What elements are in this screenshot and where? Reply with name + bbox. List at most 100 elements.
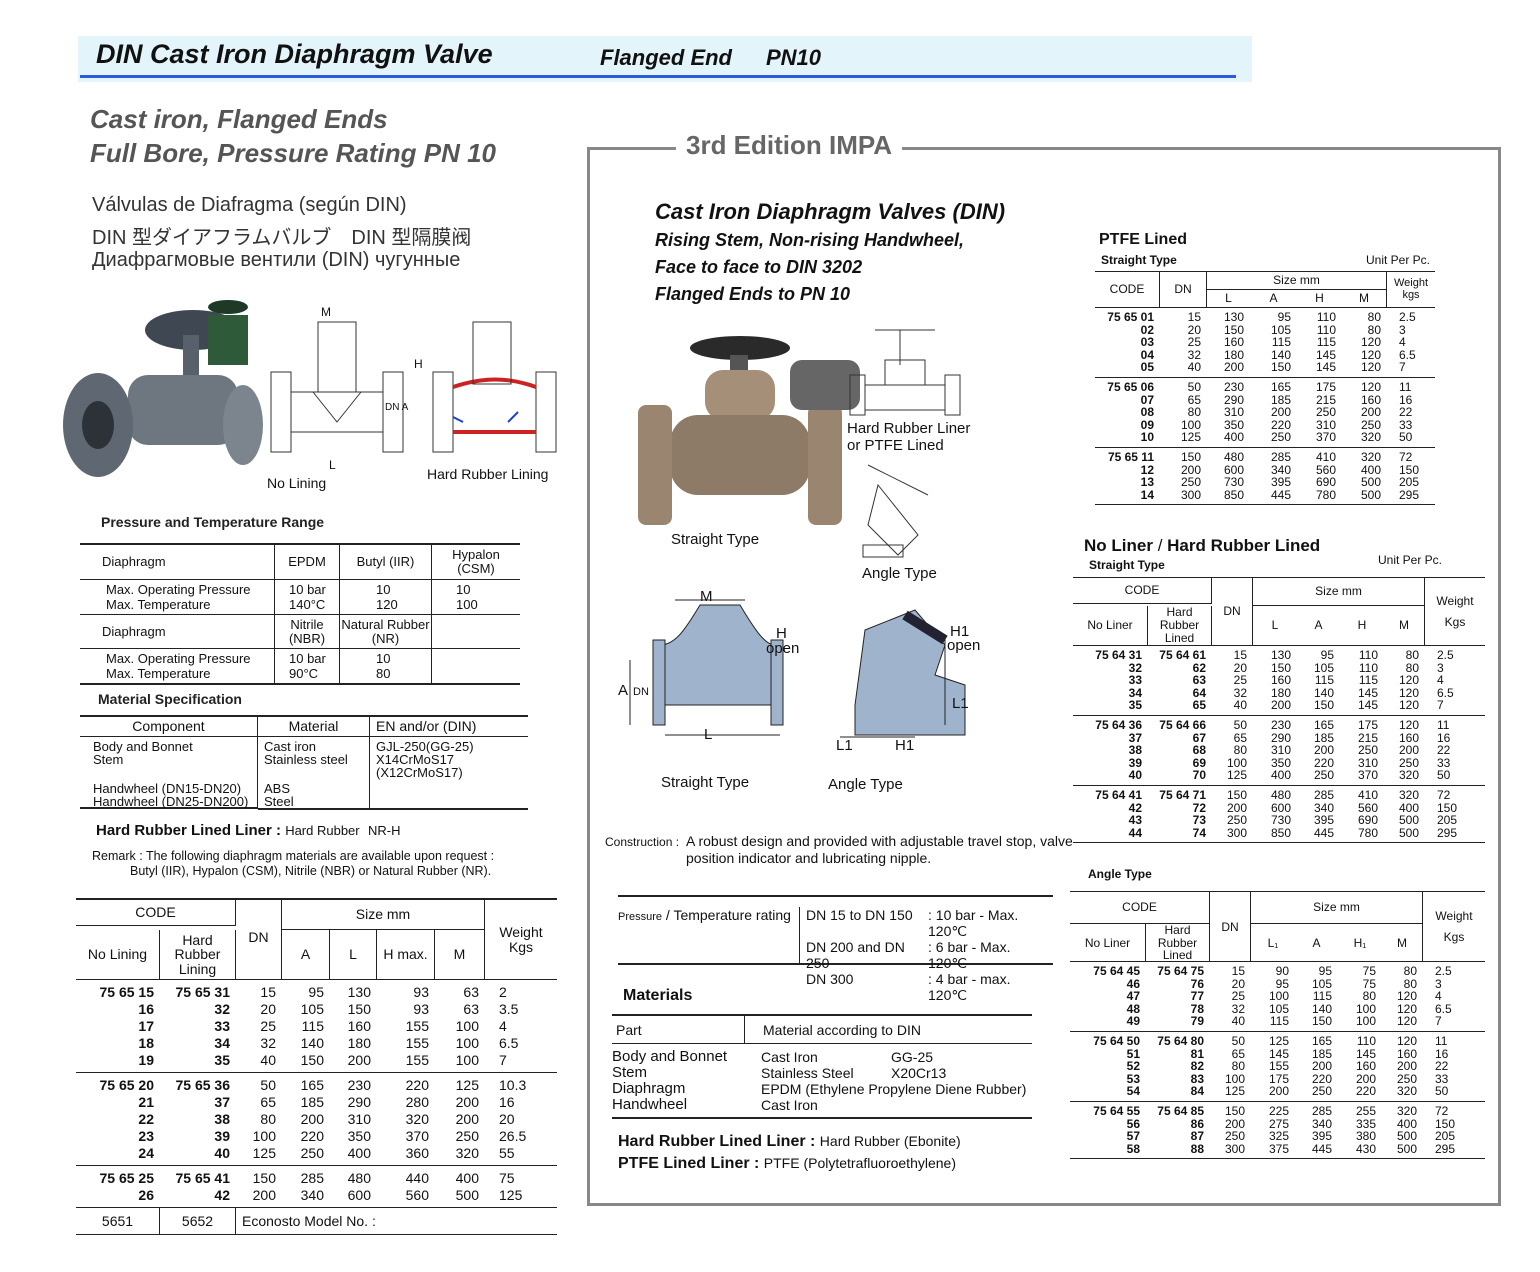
col-header-hard-rubber: Hard Rubber Lined (1148, 605, 1212, 645)
table-row: 37 67 65 290 185 215 160 16 (1073, 731, 1485, 745)
ptfe-liner-line: PTFE Lined Liner : PTFE (Polytetrafluoro… (618, 1155, 956, 1173)
table-cell: 560 (405, 1187, 429, 1203)
table-cell: 80 (1233, 743, 1247, 758)
table-cell: 75 (1362, 976, 1376, 991)
table-cell: 500 (1398, 825, 1419, 840)
table-cell: 160 (1360, 392, 1381, 407)
lined-label-2: or PTFE Lined (847, 437, 944, 454)
right-title: Cast Iron Diaphragm Valves (DIN) (655, 199, 1006, 224)
table-cell: 25 (1233, 673, 1247, 688)
table-cell: 320 (1396, 1084, 1417, 1099)
table-cell: 290 (347, 1094, 371, 1110)
text: GJL-250(GG-25) (376, 739, 474, 754)
table-cell: 07 (1140, 392, 1154, 407)
dim-a-right: A (618, 682, 629, 699)
table-cell: 33 (1437, 755, 1451, 770)
table-cell: 125 (1226, 768, 1247, 783)
table-cell: 81 (1190, 1046, 1204, 1061)
table-cell: 21 (138, 1094, 154, 1110)
table-cell: 160 (1396, 1046, 1417, 1061)
table-cell: 105 (1313, 660, 1334, 675)
table-cell: 2.5 (1435, 964, 1452, 978)
page-title: DIN Cast Iron Diaphragm Valve (96, 39, 493, 69)
table-cell: 185 (1270, 392, 1291, 407)
table-cell: 33 (214, 1018, 230, 1034)
table-cell: 250 (1398, 755, 1419, 770)
table-cell: 04 (1140, 347, 1154, 362)
text: Stem (93, 752, 124, 767)
hr-liner-line: Hard Rubber Lined Liner : Hard Rubber (E… (618, 1133, 961, 1151)
table-cell: 75 65 36 (175, 1077, 231, 1093)
table-cell: 145 (1268, 1046, 1289, 1061)
pt-header: Nitrile (NBR) (275, 615, 340, 649)
table-cell: 220 (1311, 1071, 1332, 1086)
dim-l1: L1 (836, 737, 853, 754)
left-heading-2: Full Bore, Pressure Rating PN 10 (90, 138, 497, 168)
dim-h: H (414, 357, 423, 371)
table-cell: 200 (1311, 1059, 1332, 1074)
text: Stainless steel (264, 752, 348, 767)
dim-h1: H1 (950, 623, 970, 640)
table-cell: 33 (1435, 1071, 1449, 1086)
dim-m: M (321, 305, 331, 319)
table-cell: 17 (138, 1018, 154, 1034)
table-row: 49 79 40 115 150 100 120 7 (1070, 1015, 1485, 1028)
table-cell: 65 (260, 1094, 276, 1110)
table-row: 21 37 65 185 290 280 200 16 (76, 1094, 557, 1111)
table-cell: 40 (1231, 1014, 1245, 1029)
table-cell: 2.5 (1399, 310, 1416, 324)
materials-table: Part Material according to DIN Body and … (612, 1014, 1032, 1119)
table-cell: 49 (1126, 1014, 1140, 1029)
max-temp-label: Max. Temperature (106, 597, 211, 612)
table-row: 04 32 180 140 145 120 6.5 (1095, 349, 1435, 362)
table-cell: 32 (214, 1001, 230, 1017)
table-cell: 175 (1315, 379, 1336, 394)
angle-type-label: Angle Type (862, 565, 937, 582)
table-cell: 24 (138, 1145, 154, 1161)
table-cell: 20 (260, 1001, 276, 1017)
max-pressure-label: Max. Operating Pressure (106, 651, 251, 666)
table-cell: 250 (1360, 417, 1381, 432)
ptfe-liner-value: PTFE (Polytetrafluoroethylene) (763, 1155, 956, 1171)
table-cell: 480 (1270, 787, 1291, 802)
table-cell: 39 (1128, 755, 1142, 770)
remark-2: Butyl (IIR), Hypalon (CSM), Nitrile (NBR… (130, 864, 492, 878)
angle-type-label-2: Angle Type (828, 776, 903, 793)
col-header-l: L (1225, 291, 1232, 306)
valve-photo-straight (638, 336, 860, 525)
row-group: 75 64 31 75 64 61 15 130 95 110 80 2.5 32 62 20 150… (1073, 646, 1485, 716)
text: Cast iron (264, 739, 317, 754)
noliner-type: Straight Type (1089, 558, 1165, 572)
table-cell: 80 (1362, 989, 1376, 1004)
table-cell: 16 (1399, 392, 1413, 407)
col-header-hard-rubber: Hard Rubber Lining (160, 930, 236, 979)
table-cell: 440 (405, 1170, 429, 1186)
table-cell: 10 (1140, 430, 1154, 445)
pressure-dn: DN 200 and DN 250 (806, 939, 905, 971)
table-cell: 200 (1270, 698, 1291, 713)
table-cell: 220 (1355, 1084, 1376, 1099)
table-cell: 250 (1313, 768, 1334, 783)
noliner-table: CODE DN Size mm Weight Kgs No Liner Hard … (1073, 577, 1485, 844)
pt-value: 100 (456, 597, 478, 612)
table-cell: 75 64 50 (1093, 1033, 1140, 1048)
pressure-label-cell: Pressure / Temperature rating (618, 907, 800, 965)
table-row: 08 80 310 200 250 200 22 (1095, 406, 1435, 419)
text: X14CrMoS17 (376, 752, 455, 767)
pressure-rating-table: Pressure / Temperature rating DN 15 to D… (618, 895, 1053, 1003)
table-cell: 34 (214, 1035, 230, 1051)
model-label: Econosto Model No. : (242, 1212, 376, 1229)
table-cell: 95 (1275, 976, 1289, 991)
table-row: 75 65 11 150 480 285 410 320 72 (1095, 451, 1435, 464)
table-row: 46 76 20 95 105 75 80 3 (1070, 976, 1485, 991)
right-sub-1: Rising Stem, Non-rising Handwheel, (655, 230, 965, 250)
table-cell: 105 (1268, 1001, 1289, 1016)
pressure-value: : 6 bar - Max. 120℃ (928, 939, 1011, 971)
table-cell: 75 (499, 1170, 515, 1186)
col-header-a: A (1269, 291, 1278, 306)
table-cell: 125 (1224, 1084, 1245, 1099)
table-cell: 380 (1355, 1129, 1376, 1144)
pt-cell: 10 120 (340, 580, 432, 615)
table-cell: 82 (1190, 1059, 1204, 1074)
table-cell: 115 (1316, 335, 1336, 350)
